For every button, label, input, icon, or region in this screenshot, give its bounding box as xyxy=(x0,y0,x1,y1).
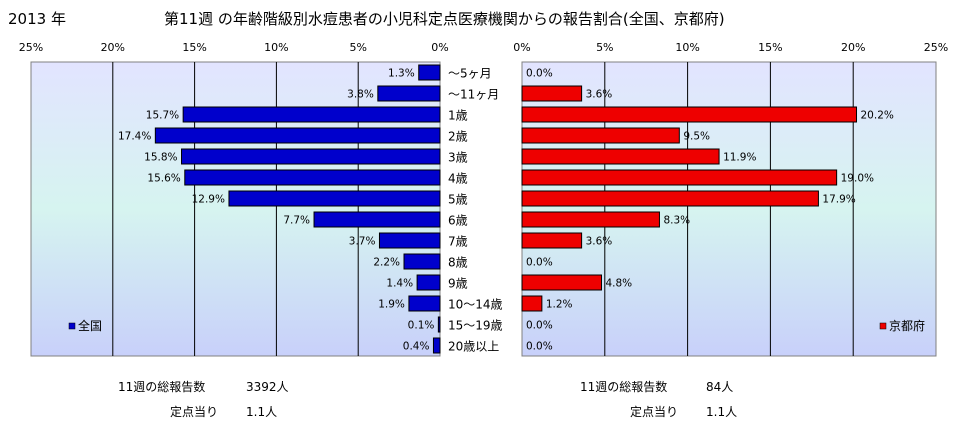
data-label-national: 17.4% xyxy=(118,131,151,143)
x-tick-label-left: 0% xyxy=(431,41,448,54)
x-tick-label-left: 5% xyxy=(349,41,366,54)
bar-kyoto xyxy=(521,106,858,123)
bar-kyoto xyxy=(521,148,720,165)
legend-label-kyoto: 京都府 xyxy=(889,318,925,333)
x-tick-label-right: 15% xyxy=(758,41,782,54)
data-label-kyoto: 4.8% xyxy=(605,278,632,290)
bar-national xyxy=(378,232,441,249)
data-label-kyoto: 3.6% xyxy=(586,236,613,248)
category-label: 2歳 xyxy=(448,130,468,144)
data-label-national: 3.7% xyxy=(349,236,376,248)
data-label-kyoto: 0.0% xyxy=(526,341,553,353)
data-label-kyoto: 19.0% xyxy=(841,173,874,185)
category-label: 7歳 xyxy=(448,235,468,249)
bar-national xyxy=(377,85,441,102)
kyoto-per-label: 定点当り xyxy=(630,405,679,419)
national-total-label: 11週の総報告数 xyxy=(118,380,206,394)
legend-label-national: 全国 xyxy=(78,318,102,333)
category-label: 8歳 xyxy=(448,256,468,270)
data-label-national: 1.4% xyxy=(386,278,413,290)
chart-area: 0% 0% 5% 5% 10% 10% 15% 15% 20% 20% 25% 25% 1.3% 0.0%… xyxy=(19,41,948,357)
data-label-kyoto: 0.0% xyxy=(526,320,553,332)
chart-title: 第11週 の年齢階級別水痘患者の小児科定点医療機関からの報告割合(全国、京都府) xyxy=(164,10,725,28)
category-label: ～11ヶ月 xyxy=(448,88,499,102)
category-label: ～5ヶ月 xyxy=(448,67,492,81)
bar-kyoto xyxy=(521,232,583,249)
x-tick-label-left: 10% xyxy=(264,41,288,54)
bar-kyoto xyxy=(521,169,838,186)
kyoto-total-label: 11週の総報告数 xyxy=(580,380,668,394)
category-label: 4歳 xyxy=(448,172,468,186)
category-label: 9歳 xyxy=(448,277,468,291)
x-tick-label-right: 20% xyxy=(841,41,865,54)
category-label: 10～14歳 xyxy=(448,298,503,312)
data-label-national: 0.1% xyxy=(408,320,435,332)
national-per-value: 1.1人 xyxy=(246,405,278,419)
bar-national xyxy=(416,274,441,291)
data-label-kyoto: 9.5% xyxy=(683,131,710,143)
category-label: 6歳 xyxy=(448,214,468,228)
bar-kyoto xyxy=(521,190,819,207)
x-tick-label-right: 5% xyxy=(596,41,613,54)
data-label-kyoto: 8.3% xyxy=(663,215,690,227)
data-label-national: 3.8% xyxy=(347,89,374,101)
data-label-national: 12.9% xyxy=(192,194,225,206)
data-label-kyoto: 20.2% xyxy=(861,110,894,122)
bar-national xyxy=(408,295,441,312)
bar-kyoto xyxy=(521,85,583,102)
data-label-national: 15.8% xyxy=(144,152,177,164)
bar-national xyxy=(184,169,441,186)
bar-kyoto xyxy=(521,211,660,228)
bar-national xyxy=(154,127,441,144)
category-label: 1歳 xyxy=(448,109,468,123)
data-label-kyoto: 1.2% xyxy=(546,299,573,311)
bar-kyoto xyxy=(521,274,602,291)
plot-area-left xyxy=(30,61,441,357)
x-tick-label-left: 15% xyxy=(182,41,206,54)
x-tick-label-right: 10% xyxy=(675,41,699,54)
x-tick-label-left: 25% xyxy=(19,41,43,54)
category-label: 5歳 xyxy=(448,193,468,207)
bar-national xyxy=(418,64,441,81)
legend-swatch-kyoto xyxy=(879,322,887,330)
plot-area-right xyxy=(521,61,937,357)
x-tick-label-right: 25% xyxy=(924,41,948,54)
data-label-national: 2.2% xyxy=(373,257,400,269)
category-label: 20歳以上 xyxy=(448,340,499,354)
bar-kyoto xyxy=(521,127,680,144)
data-label-kyoto: 11.9% xyxy=(723,152,756,164)
data-label-national: 7.7% xyxy=(283,215,310,227)
legend-swatch-national xyxy=(68,322,76,330)
x-tick-label-right: 0% xyxy=(513,41,530,54)
bar-national xyxy=(181,148,441,165)
bar-national xyxy=(182,106,441,123)
data-label-kyoto: 0.0% xyxy=(526,257,553,269)
national-per-label: 定点当り xyxy=(170,405,219,419)
data-label-kyoto: 3.6% xyxy=(586,89,613,101)
data-label-kyoto: 0.0% xyxy=(526,68,553,80)
data-label-kyoto: 17.9% xyxy=(822,194,855,206)
data-label-national: 1.9% xyxy=(378,299,405,311)
kyoto-per-value: 1.1人 xyxy=(706,405,738,419)
bar-national xyxy=(403,253,441,270)
kyoto-total-value: 84人 xyxy=(706,380,734,394)
bar-national xyxy=(432,337,441,354)
bar-national xyxy=(437,316,441,333)
year-label: 2013 年 xyxy=(8,10,66,28)
national-total-value: 3392人 xyxy=(246,380,289,394)
category-label: 3歳 xyxy=(448,151,468,165)
data-label-national: 15.7% xyxy=(146,110,179,122)
bar-national xyxy=(313,211,441,228)
bar-national xyxy=(228,190,441,207)
x-tick-label-left: 20% xyxy=(101,41,125,54)
category-label: 15～19歳 xyxy=(448,319,503,333)
data-label-national: 1.3% xyxy=(388,68,415,80)
data-label-national: 0.4% xyxy=(403,341,430,353)
data-label-national: 15.6% xyxy=(147,173,180,185)
bar-kyoto xyxy=(521,295,543,312)
